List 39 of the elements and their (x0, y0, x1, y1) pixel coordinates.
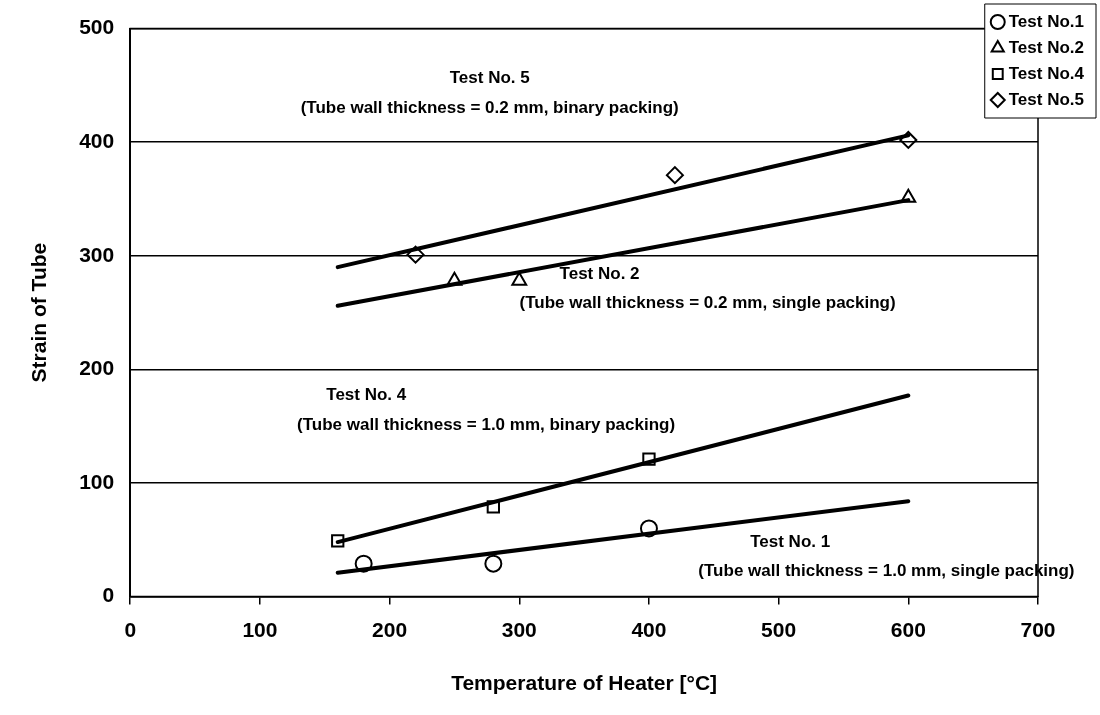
point (511, 271, 528, 286)
annotation: (Tube wall thickness = 0.2 mm, single packing) (519, 293, 896, 313)
y-axis-title: Strain of Tube (27, 242, 51, 383)
point (899, 130, 918, 149)
point (486, 500, 500, 514)
point (900, 188, 917, 203)
legend-label: Test No.1 (1008, 11, 1085, 31)
point (639, 519, 658, 538)
y-tick-label: 400 (79, 129, 115, 152)
y-tick-label: 0 (102, 583, 115, 607)
point (354, 554, 373, 573)
x-tick-label: 400 (631, 618, 667, 641)
point (331, 534, 345, 548)
x-tick-label: 0 (124, 618, 137, 641)
annotation: Test No. 1 (750, 531, 831, 551)
y-tick-label: 200 (79, 356, 115, 380)
x-tick-label: 100 (242, 618, 278, 641)
x-tick-label: 600 (890, 618, 926, 641)
x-axis-title: Temperature of Heater [°C] (451, 671, 718, 695)
x-tick-label: 300 (501, 618, 537, 641)
legend-label: Test No.2 (1008, 37, 1085, 57)
x-tick-label: 200 (372, 618, 408, 641)
x-tick-label: 500 (761, 618, 797, 641)
point (642, 452, 656, 466)
annotation: Test No. 2 (559, 263, 640, 283)
legend-label: Test No.4 (1008, 63, 1085, 83)
annotation: (Tube wall thickness = 0.2 mm, binary packing) (300, 97, 679, 117)
y-tick-label: 500 (79, 15, 115, 39)
annotation: Test No. 4 (326, 385, 407, 405)
point (406, 245, 425, 264)
legend-label: Test No.5 (1008, 89, 1085, 109)
y-tick-label: 100 (79, 469, 115, 493)
annotation: Test No. 5 (449, 68, 530, 88)
annotation: (Tube wall thickness = 1.0 mm, binary packing) (297, 414, 676, 434)
point (484, 554, 503, 573)
x-tick-label: 700 (1020, 618, 1056, 641)
y-tick-label: 300 (79, 242, 115, 266)
point (665, 166, 684, 185)
point (446, 271, 463, 286)
